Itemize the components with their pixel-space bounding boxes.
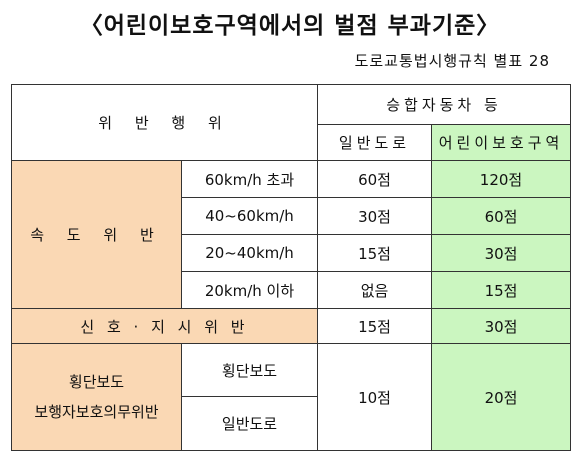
pedestrian-label-line1: 횡단보도 <box>68 373 125 391</box>
pedestrian-row: 횡단보도 보행자보호의무위반 횡단보도 10점 20점 <box>11 343 572 451</box>
normal-penalty: 15점 <box>317 308 433 344</box>
school-zone-penalty: 120점 <box>431 160 572 198</box>
normal-penalty: 10점 <box>317 343 433 451</box>
page-title: 〈어린이보호구역에서의 벌점 부과기준〉 <box>79 13 501 39</box>
pedestrian-label: 횡단보도 보행자보호의무위반 <box>11 343 182 451</box>
table-row: 20~40km/h 15점 30점 <box>12 234 572 272</box>
speed-condition: 60km/h 초과 <box>180 160 319 198</box>
normal-penalty: 없음 <box>317 271 433 309</box>
header-row-1: 위 반 행 위 승합자동차 등 <box>10 84 572 161</box>
penalty-table: 위 반 행 위 승합자동차 등 일반도로 어린이보호구역 속 도 위 반 60k… <box>10 84 572 451</box>
vehicle-group-header: 승합자동차 등 <box>317 84 572 125</box>
pedestrian-label-line2: 보행자보호의무위반 <box>34 403 159 421</box>
header-row-2: 일반도로 어린이보호구역 <box>12 124 572 161</box>
pedestrian-row-2: 일반도로 <box>12 396 571 451</box>
signal-label: 신 호 · 지 시 위 반 <box>10 308 319 344</box>
school-zone-penalty: 20점 <box>431 343 572 451</box>
speed-condition: 20km/h 이하 <box>180 271 319 309</box>
pedestrian-sub-normal-road: 일반도로 <box>180 396 319 451</box>
source-reference: 도로교통법시행규칙 별표 28 <box>354 52 550 70</box>
normal-penalty: 30점 <box>317 197 433 235</box>
normal-penalty: 15점 <box>317 234 433 272</box>
speed-condition: 40~60km/h <box>180 197 319 235</box>
table-row: 속 도 위 반 60km/h 초과 60점 120점 <box>11 160 572 309</box>
speed-condition: 20~40km/h <box>180 234 319 272</box>
speeding-label: 속 도 위 반 <box>11 160 182 309</box>
school-zone-penalty: 30점 <box>431 308 572 344</box>
violation-header: 위 반 행 위 <box>10 84 319 161</box>
school-zone-penalty: 60점 <box>431 197 572 235</box>
signal-row: 신 호 · 지 시 위 반 15점 30점 <box>10 308 572 344</box>
table-row: 20km/h 이하 없음 15점 <box>12 271 572 309</box>
pedestrian-sub-crosswalk: 횡단보도 <box>180 343 319 397</box>
normal-penalty: 60점 <box>317 160 433 198</box>
normal-road-header: 일반도로 <box>317 124 433 161</box>
school-zone-penalty: 30점 <box>431 234 572 272</box>
school-zone-header: 어린이보호구역 <box>431 124 572 161</box>
school-zone-penalty: 15점 <box>431 271 572 309</box>
table-row: 40~60km/h 30점 60점 <box>12 197 572 235</box>
